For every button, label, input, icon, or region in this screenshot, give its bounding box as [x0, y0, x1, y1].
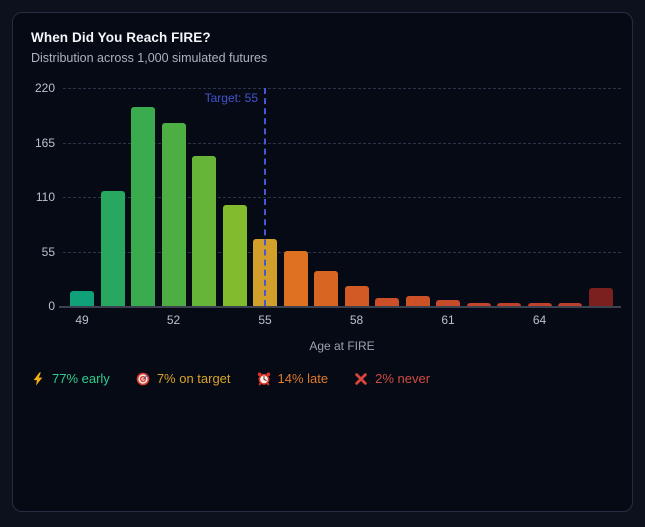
x-axis-line — [59, 306, 621, 308]
bar-age-52[interactable] — [161, 123, 186, 306]
chart-subtitle: Distribution across 1,000 simulated futu… — [31, 51, 268, 65]
gridline — [63, 88, 621, 89]
legend-item-label: 7% on target — [156, 371, 231, 386]
bar-age-60[interactable] — [405, 296, 430, 306]
bar-age-53[interactable] — [192, 156, 216, 306]
x-tick-label: 64 — [532, 313, 547, 327]
bar-age-50[interactable] — [100, 191, 125, 306]
legend-item-never: 2% never — [354, 371, 430, 386]
x-axis-title: Age at FIRE — [309, 339, 375, 353]
bar-age-66[interactable] — [588, 288, 613, 306]
legend-item-label: 2% never — [375, 371, 431, 386]
x-tick-label: 52 — [166, 313, 181, 327]
card-header: When Did You Reach FIRE? Distribution ac… — [13, 13, 632, 65]
bar-age-63[interactable] — [497, 303, 521, 306]
x-tick-label: 49 — [75, 313, 89, 327]
legend-item-early: 77% early — [31, 371, 110, 386]
legend-item-label: 77% early — [52, 371, 110, 386]
legend-item-on-target: 7% on target — [136, 371, 231, 386]
bar-age-49[interactable] — [70, 291, 94, 306]
y-tick-label: 55 — [41, 244, 55, 259]
target-icon — [136, 372, 150, 386]
legend-item-late: 14% late — [257, 371, 329, 386]
gridline — [63, 142, 621, 144]
bar-age-58[interactable] — [344, 286, 369, 306]
bar-age-54[interactable] — [222, 205, 247, 306]
y-tick-label: 165 — [34, 135, 55, 150]
x-tick-label: 61 — [441, 313, 455, 327]
x-icon — [354, 372, 368, 386]
lightning-icon — [31, 371, 45, 386]
chart-title: When Did You Reach FIRE? — [31, 30, 211, 45]
y-tick-label: 220 — [34, 81, 55, 95]
bar-age-56[interactable] — [283, 251, 308, 306]
bar-age-65[interactable] — [558, 303, 582, 306]
bar-age-61[interactable] — [436, 300, 460, 306]
x-tick-label: 58 — [349, 313, 364, 327]
gridline — [63, 197, 621, 198]
bar-age-59[interactable] — [375, 298, 399, 306]
gridline — [63, 251, 621, 253]
legend-item-label: 14% late — [277, 371, 329, 386]
legend: 77% early 7% on target — [31, 371, 430, 386]
plot-area: Target: 55 Age at FIRE 0 55 110 165 220 49 52 5… — [35, 82, 621, 353]
target-line — [264, 88, 266, 306]
y-tick-label: 110 — [35, 190, 55, 204]
bar-age-64[interactable] — [527, 303, 552, 306]
bar-age-57[interactable] — [314, 271, 338, 306]
bar-age-51[interactable] — [131, 107, 155, 306]
bar-age-62[interactable] — [466, 303, 491, 306]
x-tick-label: 55 — [258, 313, 272, 327]
alarm-clock-icon — [257, 371, 271, 386]
fire-distribution-card: When Did You Reach FIRE? Distribution ac… — [12, 12, 633, 512]
target-line-label: Target: 55 — [204, 91, 258, 105]
y-tick-label: 0 — [48, 299, 55, 313]
